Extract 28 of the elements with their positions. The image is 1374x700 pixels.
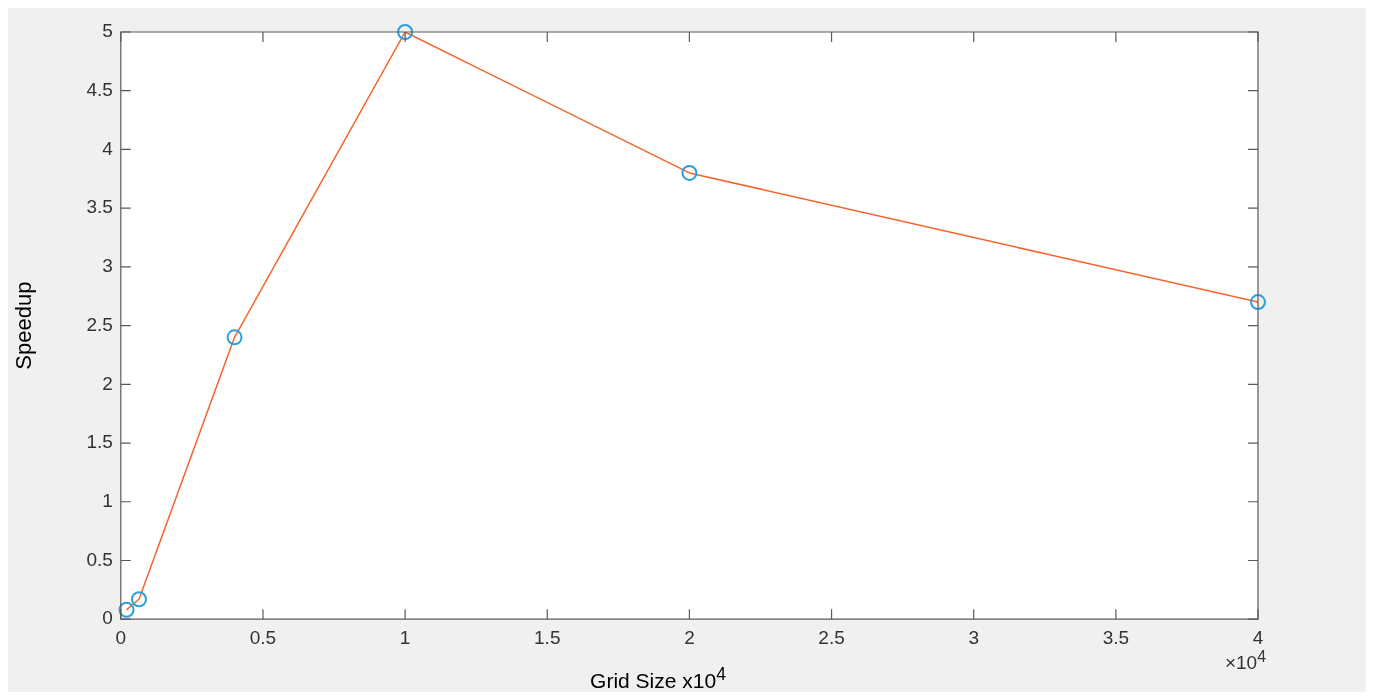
point	[1250, 294, 1266, 311]
x-tick-label: 0.5	[249, 626, 277, 648]
x-tick-label: 3	[968, 626, 979, 648]
x-tick-label: 4	[1252, 626, 1264, 648]
x-tick-label: 1	[399, 626, 411, 648]
y-tick-label: 3.5	[86, 196, 113, 218]
y-tick-label: 5	[102, 20, 113, 42]
x-tick-label: 3.5	[1102, 626, 1130, 648]
point	[131, 591, 148, 608]
y-tick-label: 2.5	[86, 313, 113, 335]
x-tick-label: 2	[684, 626, 695, 648]
point	[226, 329, 243, 346]
point	[118, 601, 135, 618]
y-tick-label: 0.5	[86, 548, 113, 570]
y-tick-label: 4	[102, 137, 114, 159]
point	[397, 24, 414, 40]
y-tick-label: 3	[102, 255, 113, 277]
text: ×10$^{4}$	[1224, 648, 1266, 675]
y-tick-label: 1.5	[86, 431, 113, 453]
y-tick-label: 2	[102, 372, 113, 394]
y-axis-title: Speedup	[11, 281, 37, 370]
x-tick-label: 2.5	[818, 626, 845, 648]
y-tick-label: 0	[102, 607, 113, 629]
y-tick-label: 4.5	[86, 78, 113, 100]
x-axis-title: Grid Size x10$^{4}$	[590, 664, 726, 692]
point	[681, 164, 698, 181]
x-tick-label: 1.5	[534, 626, 561, 648]
y-tick-label: 1	[102, 489, 113, 511]
